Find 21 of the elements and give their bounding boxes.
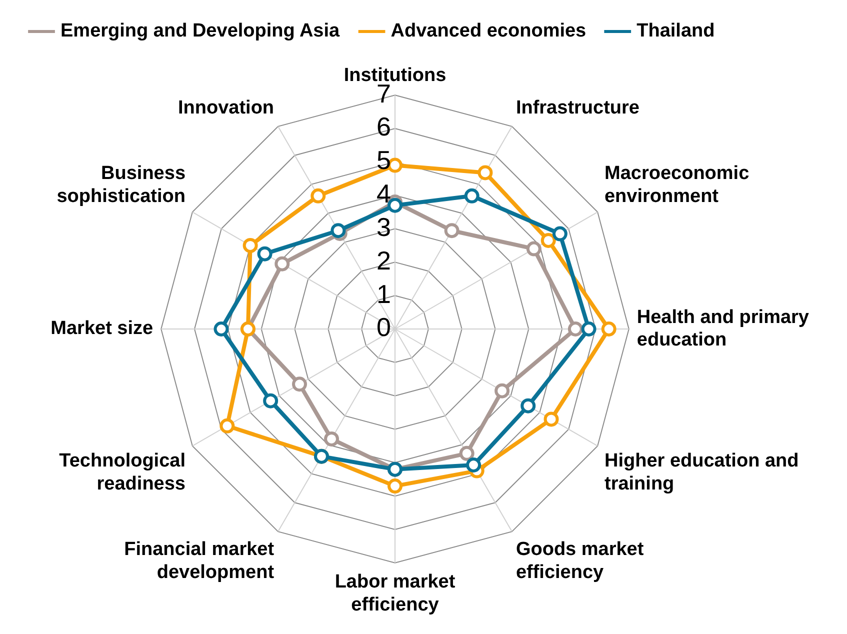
y-tick-label: 0 <box>376 312 391 342</box>
y-tick-label: 1 <box>376 278 391 309</box>
spoke-label: Financial market development <box>124 539 275 583</box>
spoke-label: Higher education and training <box>604 450 799 494</box>
spoke-label: Labor market efficiency <box>334 572 456 616</box>
y-tick-label: 4 <box>376 178 391 209</box>
y-tick-label: 3 <box>376 212 391 242</box>
spoke-label: Goods market efficiency <box>516 539 644 583</box>
legend-label: Emerging and Developing Asia <box>60 20 340 42</box>
y-tick-label: 6 <box>376 112 391 142</box>
y-tick-label: 2 <box>376 245 391 276</box>
spoke-label: Innovation <box>178 97 274 118</box>
spoke-label: Business sophistication <box>56 163 186 207</box>
y-tick-label: 5 <box>376 145 391 176</box>
spoke-label: Technological readiness <box>59 450 186 494</box>
spoke-label: Health and primary education <box>636 306 810 351</box>
spoke-label: Macroeconomic environment <box>604 163 750 207</box>
legend-label: Advanced economies <box>390 20 586 42</box>
spoke-label: Infrastructure <box>516 97 640 118</box>
legend-label: Thailand <box>636 20 715 42</box>
spoke-label: Market size <box>50 318 154 340</box>
